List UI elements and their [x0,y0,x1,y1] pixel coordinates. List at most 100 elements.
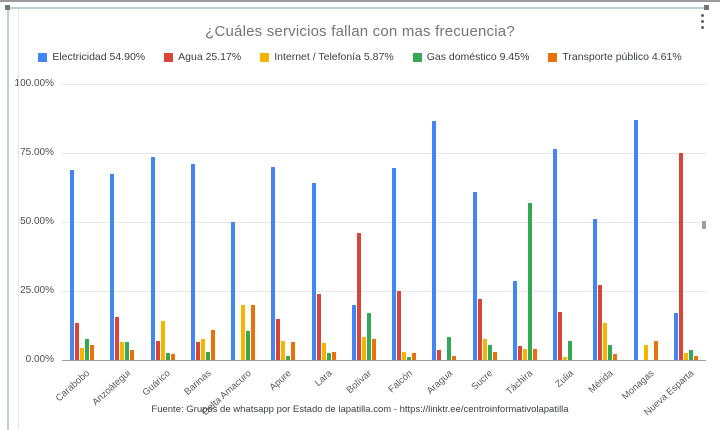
bar[interactable] [412,353,417,360]
bar[interactable] [125,342,130,360]
bar[interactable] [603,322,608,360]
bar[interactable] [653,340,658,360]
bar[interactable] [693,355,698,360]
bar[interactable] [190,164,195,360]
bar[interactable] [251,304,256,360]
legend-item[interactable]: Agua 25.17% [164,51,241,63]
legend-item[interactable]: Gas doméstico 9.45% [412,51,529,63]
bar[interactable] [291,342,296,360]
bar[interactable] [633,119,638,360]
bar[interactable] [351,304,356,360]
bar[interactable] [160,321,165,360]
bar[interactable] [487,344,492,360]
bar[interactable] [553,148,558,360]
bar[interactable] [482,339,487,360]
bar[interactable] [80,347,85,360]
bar[interactable] [397,291,402,360]
legend-swatch-icon [548,52,558,62]
bar[interactable] [281,340,286,360]
x-axis-tick-label: Bolívar [344,368,375,396]
bar[interactable] [331,351,336,360]
bar[interactable] [407,357,412,360]
bar[interactable] [532,348,537,360]
bar[interactable] [366,313,371,360]
bar[interactable] [447,336,452,360]
bar[interactable] [517,346,522,360]
bar[interactable] [70,169,75,360]
chart-left-border [18,8,19,430]
bar[interactable] [155,340,160,360]
bar[interactable] [688,350,693,360]
legend-item[interactable]: Electricidad 54.90% [38,51,145,63]
bar[interactable] [371,339,376,360]
x-axis-tick-label: Barinas [181,368,214,398]
bar[interactable] [568,340,573,360]
legend-item[interactable]: Internet / Telefonía 5.87% [260,51,394,63]
bar[interactable] [276,318,281,360]
source-footer: Fuente: Grupos de whatsapp por Estado de… [151,404,569,415]
x-axis-line [62,360,706,361]
bar[interactable] [210,329,215,360]
bar-group [183,84,223,360]
bar[interactable] [432,121,437,360]
selection-handle-top-left[interactable] [5,5,10,10]
bar[interactable] [608,344,613,360]
legend-item[interactable]: Transporte público 4.61% [548,51,682,63]
bar[interactable] [472,191,477,360]
bar[interactable] [165,353,170,360]
bar[interactable] [195,342,200,360]
bar[interactable] [512,281,517,360]
kebab-menu-icon[interactable] [697,10,707,32]
bar[interactable] [200,339,205,360]
bar-group [344,84,384,360]
x-axis-tick-label: Falcón [385,368,415,396]
bar[interactable] [402,351,407,360]
bar[interactable] [678,153,683,360]
legend: Electricidad 54.90% Agua 25.17% Internet /… [0,51,720,63]
bar[interactable] [311,183,316,360]
bar[interactable] [593,219,598,360]
bar[interactable] [392,168,397,360]
bar[interactable] [205,351,210,360]
bar[interactable] [241,304,246,360]
x-axis-tick-label: Apure [267,368,294,394]
x-axis-tick-label: Guárico [140,368,173,399]
bar[interactable] [452,355,457,360]
bar[interactable] [492,351,497,360]
x-axis-tick-label: Táchira [504,368,536,398]
selection-handle-right-middle[interactable] [702,221,706,229]
bar[interactable] [85,339,90,360]
bar[interactable] [673,313,678,360]
bar[interactable] [246,331,251,360]
bar[interactable] [120,342,125,360]
bar[interactable] [598,285,603,360]
selection-handle-top-right[interactable] [704,5,709,10]
bar[interactable] [130,350,135,360]
bar[interactable] [326,353,331,360]
bar[interactable] [613,354,618,360]
bar[interactable] [110,173,115,360]
bar[interactable] [150,157,155,360]
bar-group [143,84,183,360]
bar[interactable] [316,293,321,360]
bar[interactable] [437,350,442,360]
bar[interactable] [170,354,175,360]
bar[interactable] [522,348,527,360]
bar[interactable] [563,357,568,360]
bar[interactable] [321,343,326,360]
bar[interactable] [286,355,291,360]
bar[interactable] [558,311,563,360]
bar[interactable] [115,317,120,360]
bar[interactable] [75,322,80,360]
bar[interactable] [271,166,276,360]
bar[interactable] [361,336,366,360]
bar[interactable] [683,353,688,360]
bar[interactable] [356,233,361,360]
bar[interactable] [643,344,648,360]
bar[interactable] [477,299,482,360]
bar[interactable] [90,344,95,360]
bar[interactable] [527,202,532,360]
bar[interactable] [231,222,236,360]
x-axis-tick-label: Sucre [469,368,495,393]
